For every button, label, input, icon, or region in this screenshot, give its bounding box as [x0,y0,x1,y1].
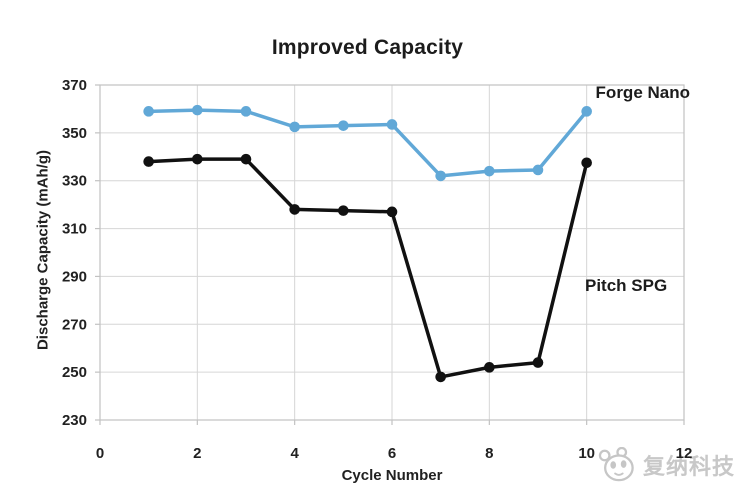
x-tick-label: 8 [485,445,493,462]
series-label-forge-nano: Forge Nano [595,83,690,102]
x-tick-label: 4 [290,445,299,462]
y-tick-label: 230 [62,412,87,429]
panda-logo-icon [598,447,634,482]
series-label-pitch-spg: Pitch SPG [585,276,668,295]
data-point-forge-nano [386,119,398,130]
data-point-pitch-spg [289,204,300,215]
y-tick-label: 270 [62,316,87,333]
data-point-forge-nano [435,170,446,182]
data-point-pitch-spg [581,157,592,169]
data-point-forge-nano [240,106,252,117]
x-tick-label: 12 [676,445,693,462]
data-point-pitch-spg [338,205,349,216]
data-point-pitch-spg [192,153,203,165]
data-point-forge-nano [289,121,300,133]
data-point-forge-nano [484,165,495,177]
x-tick-label: 6 [388,445,396,462]
chart-title: Improved Capacity [271,36,464,59]
data-point-forge-nano [532,164,544,176]
y-tick-label: 350 [62,125,87,142]
data-point-pitch-spg [435,371,446,383]
y-tick-label: 290 [62,268,87,285]
data-point-pitch-spg [386,206,398,218]
series-line-forge-nano [146,108,589,178]
x-axis-title: Cycle Number [341,467,443,484]
x-tick-label: 0 [96,445,104,462]
x-tick-label: 2 [193,445,201,462]
watermark: 复纳科技 [596,447,735,483]
data-point-pitch-spg [484,362,495,373]
y-tick-label: 330 [62,173,87,190]
data-point-forge-nano [338,120,349,131]
watermark-text: 复纳科技 [643,454,735,479]
y-tick-label: 310 [62,221,87,238]
y-tick-label: 250 [62,364,87,381]
series-line-pitch-spg [146,157,589,379]
data-point-pitch-spg [532,357,544,368]
y-tick-label: 370 [62,77,87,94]
data-point-forge-nano [143,106,154,117]
data-point-forge-nano [192,104,203,116]
x-tick-label: 10 [578,445,595,462]
data-point-pitch-spg [240,153,252,165]
data-point-pitch-spg [143,156,154,167]
data-point-forge-nano [581,106,592,117]
